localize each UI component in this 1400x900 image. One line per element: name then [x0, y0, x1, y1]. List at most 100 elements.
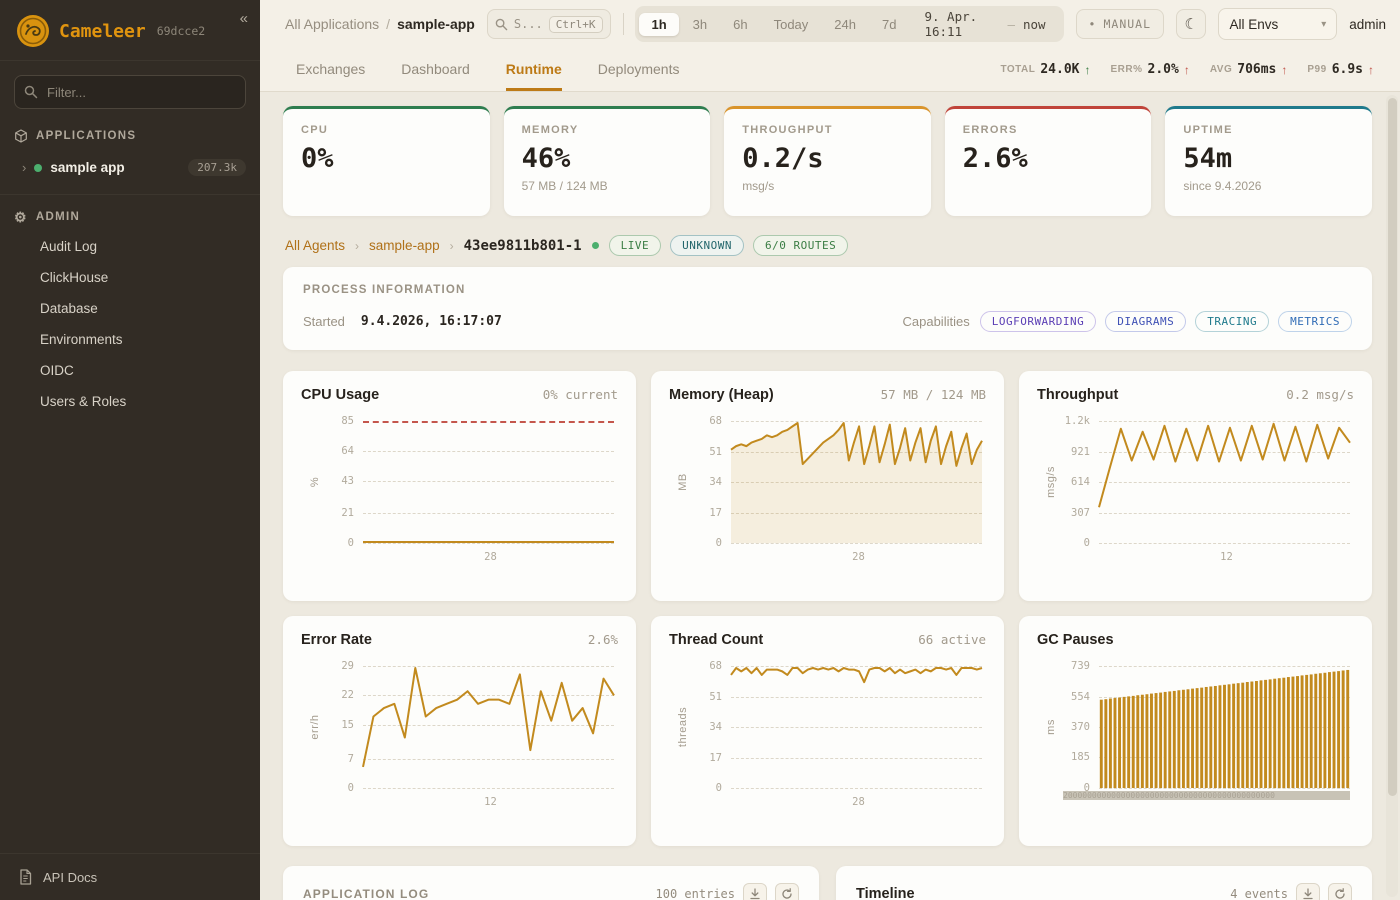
x-tick-label: 12	[484, 796, 497, 808]
sidebar-item-sample-app[interactable]: › sample app 207.3k	[0, 151, 260, 184]
refresh-icon	[1335, 888, 1345, 899]
breadcrumb: All Applications / sample-app	[285, 16, 475, 32]
scrollbar	[1386, 95, 1398, 897]
capabilities: Capabilities LOGFORWARDING DIAGRAMS TRACIN…	[903, 311, 1352, 332]
chart-canvas-cpu-usage	[363, 421, 614, 543]
admin-section-header: ⚙ ADMIN	[0, 197, 260, 231]
download-icon	[1303, 888, 1313, 900]
user-menu[interactable]: admin	[1349, 16, 1386, 32]
gridline	[363, 788, 614, 789]
date-from: 9. Apr. 16:11	[924, 9, 978, 39]
tab-exchanges[interactable]: Exchanges	[296, 61, 366, 77]
sidebar-item-environments[interactable]: Environments	[40, 332, 123, 347]
sidebar-collapse-button[interactable]: «	[239, 10, 248, 27]
y-tick-label: 17	[709, 506, 722, 519]
stat-card-label: ERRORS	[962, 124, 1018, 136]
sidebar-item-users-roles[interactable]: Users & Roles	[40, 394, 127, 409]
sidebar-item-oidc[interactable]: OIDC	[40, 363, 74, 378]
all-agents-link[interactable]: All Agents	[285, 238, 346, 253]
tab-dashboard[interactable]: Dashboard	[401, 61, 470, 77]
manual-refresh-mode-button[interactable]: • MANUAL	[1075, 9, 1165, 39]
x-tick-label: 12	[1220, 551, 1233, 563]
y-tick-label: 43	[341, 475, 354, 488]
y-axis-label: msg/s	[1045, 466, 1057, 498]
api-docs-label: API Docs	[43, 869, 98, 885]
agent-app-link[interactable]: sample-app	[369, 238, 440, 253]
package-icon	[15, 129, 27, 143]
agent-breadcrumb-bar: All Agents › sample-app › 43ee9811b801-1…	[285, 235, 1372, 256]
refresh-timeline-button[interactable]	[1328, 883, 1352, 900]
api-docs-link[interactable]: API Docs	[0, 853, 260, 900]
time-range-24h[interactable]: 24h	[834, 16, 856, 32]
gridline	[363, 666, 614, 667]
chart-card-throughput: Throughput 0.2 msg/s msg/s 1.2k 921 614 307 0 12	[1019, 371, 1372, 601]
sidebar-item-database[interactable]: Database	[40, 301, 98, 316]
y-tick-label: 68	[709, 415, 722, 427]
date-to: now	[1022, 16, 1046, 32]
time-range-7d[interactable]: 7d	[882, 16, 897, 32]
dark-mode-toggle[interactable]: ☾	[1176, 9, 1207, 39]
y-tick-label: 0	[1083, 782, 1090, 794]
time-range-options: 1h 3h 6h Today 24h 7d	[639, 12, 908, 36]
global-search[interactable]: S... Ctrl+K	[486, 9, 611, 39]
chevron-right-icon: ›	[355, 238, 360, 253]
environment-select[interactable]: All Envs ▾	[1218, 8, 1338, 40]
process-information-card: PROCESS INFORMATION Started 9.4.2026, 16…	[283, 267, 1372, 350]
chart-title-thread-count: Thread Count	[669, 632, 764, 648]
refresh-icon	[782, 888, 792, 899]
capability-badge-diagrams: DIAGRAMS	[1105, 311, 1187, 332]
time-range-6h[interactable]: 6h	[733, 16, 748, 32]
gridline	[1099, 512, 1350, 514]
download-log-button[interactable]	[743, 883, 767, 900]
gridline	[1099, 543, 1350, 544]
tab-deployments[interactable]: Deployments	[597, 61, 680, 77]
tabs-bar: Exchanges Dashboard Runtime Deployments TOT…	[260, 48, 1400, 92]
gridline	[1099, 788, 1350, 789]
chart-plot-gc-pauses: ms 739 554 370 185 0	[1045, 660, 1350, 794]
tab-runtime[interactable]: Runtime	[505, 48, 562, 91]
summary-mini-stats: TOTAL 24.0K ↑ ERR% 2.0% ↑ AVG 706ms ↑ P99 6.9s ↑	[1000, 48, 1374, 91]
app-version: 69dcce2	[156, 24, 206, 38]
stat-card-value: 2.6%	[962, 143, 1028, 174]
y-tick-label: 739	[1071, 660, 1090, 672]
expand-chevron-icon[interactable]: ›	[22, 160, 27, 175]
mini-stat-p99: P99 6.9s ↑	[1307, 62, 1374, 77]
stat-card-errors: ERRORS 2.6%	[944, 106, 1152, 216]
chart-current-value: 0% current	[542, 387, 618, 402]
header-divider	[622, 13, 624, 35]
filter-input-wrap	[14, 75, 246, 109]
gridline	[1099, 451, 1350, 453]
search-icon	[24, 85, 38, 99]
chevron-right-icon: ›	[449, 238, 454, 253]
filter-input[interactable]	[14, 75, 246, 109]
sidebar-header: Cameleer 69dcce2 «	[0, 0, 260, 61]
time-range-3h[interactable]: 3h	[692, 16, 708, 32]
y-tick-label: 0	[1083, 537, 1090, 549]
download-timeline-button[interactable]	[1296, 883, 1320, 900]
y-axis-label: threads	[677, 706, 689, 748]
chart-current-value: 66 active	[918, 632, 986, 647]
mini-stat-value: 2.0%	[1147, 62, 1179, 77]
y-tick-label: 7	[347, 752, 354, 765]
sidebar-item-clickhouse[interactable]: ClickHouse	[40, 270, 109, 285]
mini-stat-label: ERR%	[1110, 64, 1143, 75]
gridline	[1099, 421, 1350, 422]
custom-date-range[interactable]: 9. Apr. 16:11 – now	[910, 9, 1059, 39]
mini-stat-value: 6.9s	[1331, 62, 1363, 77]
y-tick-label: 921	[1071, 445, 1090, 458]
y-tick-label: 0	[715, 782, 722, 794]
stat-card-cpu: CPU 0%	[283, 106, 490, 216]
sidebar-item-audit-log[interactable]: Audit Log	[40, 239, 98, 254]
time-range-1h[interactable]: 1h	[639, 12, 679, 36]
breadcrumb-all-applications[interactable]: All Applications	[285, 16, 380, 32]
refresh-log-button[interactable]	[775, 883, 799, 900]
stat-card-label: CPU	[301, 124, 329, 136]
scrollbar-thumb[interactable]	[1387, 98, 1397, 796]
search-placeholder-text: S...	[513, 17, 543, 31]
x-tick-label: 28	[852, 551, 865, 563]
process-started: Started 9.4.2026, 16:17:07	[303, 314, 502, 329]
time-range-today[interactable]: Today	[773, 16, 809, 32]
app-logo[interactable]: Cameleer 69dcce2	[16, 14, 205, 48]
agent-id: 43ee9811b801-1	[463, 237, 582, 254]
